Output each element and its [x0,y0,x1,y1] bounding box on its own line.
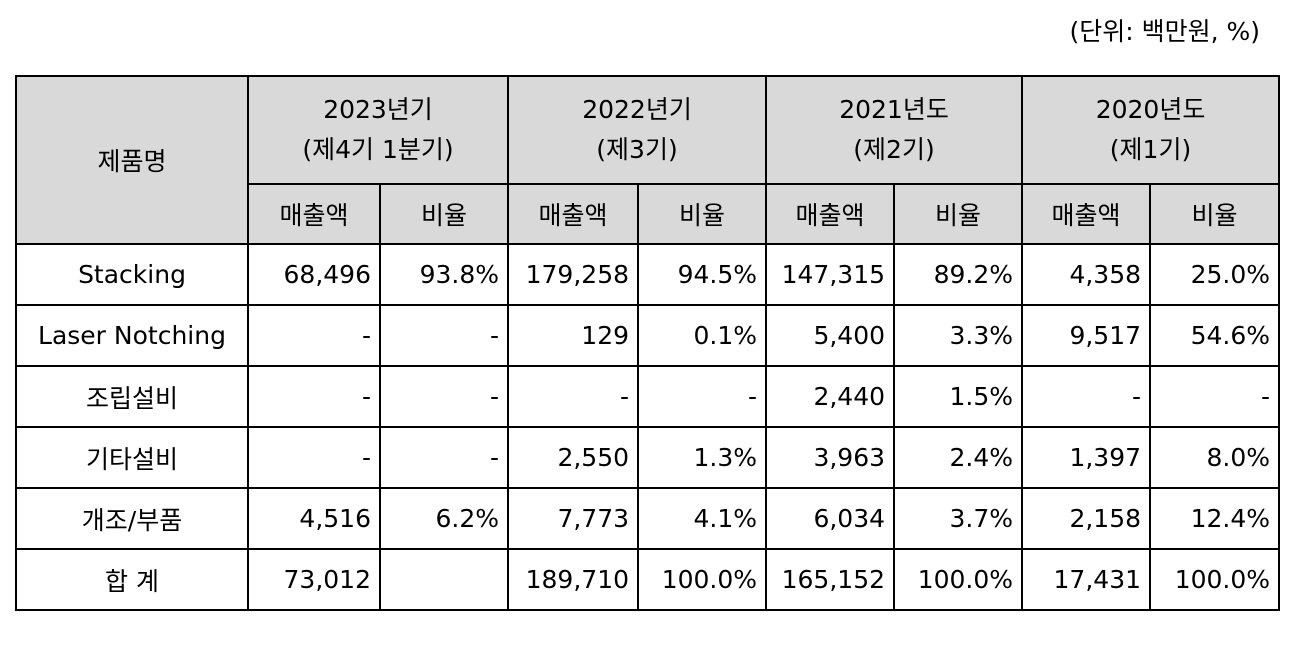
sales-cell: 2,550 [507,426,640,489]
sales-by-product-table: 제품명 2023년기 (제4기 1분기) 2022년기 (제3기) 2021년도… [15,75,1281,611]
ratio-header: 비율 [378,183,510,245]
ratio-cell: 100.0% [893,548,1024,611]
sales-header: 매출액 [765,183,896,245]
ratio-cell: 3.7% [893,487,1024,550]
ratio-header: 비율 [1149,183,1281,245]
period-header-2020: 2020년도 (제1기) [1021,75,1281,185]
ratio-cell: 54.6% [1149,304,1281,367]
period-term: (제2기) [853,135,935,164]
ratio-header: 비율 [637,183,768,245]
sales-header: 매출액 [247,183,381,245]
sales-cell: 73,012 [247,548,381,611]
header-row-metrics: 매출액 비율 매출액 비율 매출액 비율 매출액 비율 [16,183,1281,245]
sales-cell: 1,397 [1021,426,1152,489]
period-term: (제1기) [1109,135,1192,164]
sales-cell: 7,773 [507,487,640,550]
table-row: Stacking 68,496 93.8% 179,258 94.5% 147,… [15,243,1281,306]
sales-cell: 9,517 [1021,304,1152,367]
ratio-cell: 100.0% [1149,548,1281,611]
ratio-cell: 12.4% [1149,487,1281,550]
ratio-cell: - [1149,365,1281,428]
sales-cell: 189,710 [507,548,640,611]
sales-header: 매출액 [507,183,640,245]
ratio-cell: - [378,426,510,489]
sales-cell: - [247,304,381,367]
sales-cell: - [247,426,381,489]
product-name-cell: 합 계 [15,548,249,611]
ratio-cell: 89.2% [893,243,1024,306]
ratio-cell: - [378,304,510,367]
sales-cell: 17,431 [1021,548,1152,611]
table-row: 조립설비 - - - - 2,440 1.5% - - [15,365,1281,428]
ratio-cell: - [378,365,510,428]
period-term: (제3기) [596,135,678,164]
unit-note: (단위: 백만원, %) [1069,17,1260,46]
sales-cell: - [1021,365,1152,428]
sales-cell: 4,516 [247,487,381,550]
ratio-cell: 1.5% [893,365,1024,428]
sales-header: 매출액 [1021,183,1152,245]
sales-cell: 147,315 [765,243,896,306]
sales-cell: 179,258 [507,243,640,306]
product-name-cell: 기타설비 [15,426,249,489]
period-header-2022: 2022년기 (제3기) [507,75,768,185]
sales-cell: 129 [507,304,640,367]
product-name-cell: 조립설비 [15,365,249,428]
table-row: 개조/부품 4,516 6.2% 7,773 4.1% 6,034 3.7% 2… [15,487,1281,550]
ratio-cell: 1.3% [637,426,768,489]
period-year: 2020년도 [1095,95,1206,124]
ratio-cell: 6.2% [378,487,510,550]
sales-cell: 68,496 [247,243,381,306]
ratio-cell [378,548,510,611]
sales-cell: - [247,365,381,428]
sales-cell: 3,963 [765,426,896,489]
sales-cell: 6,034 [765,487,896,550]
product-name-cell: 개조/부품 [15,487,249,550]
product-name-header: 제품명 [15,75,249,245]
sales-cell: 2,440 [765,365,896,428]
header-row-periods: 제품명 2023년기 (제4기 1분기) 2022년기 (제3기) 2021년도… [15,75,1281,245]
period-header-2023: 2023년기 (제4기 1분기) [246,75,510,185]
ratio-cell: 0.1% [637,304,768,367]
ratio-cell: 94.5% [637,243,768,306]
sales-cell: 2,158 [1021,487,1152,550]
total-row: 합 계 73,012 189,710 100.0% 165,152 100.0%… [15,548,1281,611]
ratio-cell: 8.0% [1149,426,1281,489]
sales-cell: 165,152 [765,548,896,611]
ratio-header: 비율 [893,183,1024,245]
ratio-cell: 2.4% [893,426,1024,489]
ratio-cell: - [637,365,768,428]
table-row: Laser Notching - - 129 0.1% 5,400 3.3% 9… [15,304,1281,367]
sales-cell: 4,358 [1021,243,1152,306]
ratio-cell: 93.8% [378,243,510,306]
period-year: 2021년도 [839,95,949,124]
product-name-cell: Stacking [15,243,249,306]
ratio-cell: 3.3% [893,304,1024,367]
sales-cell: 5,400 [765,304,896,367]
product-name-cell: Laser Notching [15,304,249,367]
period-header-2021: 2021년도 (제2기) [765,75,1024,185]
period-year: 2022년기 [582,95,692,124]
period-year: 2023년기 [323,95,433,124]
ratio-cell: 100.0% [637,548,768,611]
table-row: 기타설비 - - 2,550 1.3% 3,963 2.4% 1,397 8.0… [15,426,1281,489]
sales-cell: - [507,365,640,428]
period-term: (제4기 1분기) [302,135,454,164]
ratio-cell: 4.1% [637,487,768,550]
ratio-cell: 25.0% [1149,243,1281,306]
